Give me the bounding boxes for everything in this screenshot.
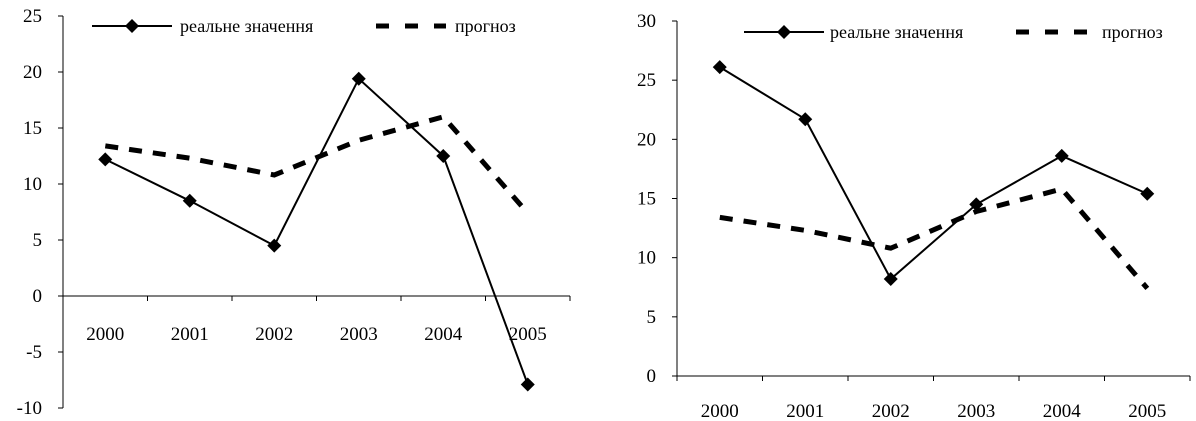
data-point-marker xyxy=(1140,186,1155,201)
x-tick-label: 2002 xyxy=(872,401,910,421)
data-point-marker xyxy=(1054,148,1069,163)
legend-label-real: реальне значення xyxy=(830,22,963,42)
y-tick-label: 15 xyxy=(23,118,42,139)
x-tick-label: 2004 xyxy=(424,324,463,345)
data-point-marker xyxy=(182,193,197,208)
y-tick-label: 20 xyxy=(23,62,42,83)
series-line-prognoz xyxy=(719,186,1150,291)
chart-right: 0 5 10 15 20 25 30 2000 2001 2002 2003 2004 2005 реал… xyxy=(637,11,1191,421)
data-point-marker xyxy=(351,71,366,86)
series-line-real xyxy=(719,66,1148,281)
legend-marker-real xyxy=(125,19,139,33)
x-tick-label: 2001 xyxy=(171,324,209,345)
data-point-marker xyxy=(969,197,984,212)
data-point-marker xyxy=(436,149,451,163)
y-tick-label: 5 xyxy=(33,230,43,251)
data-point-marker xyxy=(520,377,535,392)
legend-label-prognoz: прогноз xyxy=(1102,22,1163,42)
y-tick-label: 15 xyxy=(637,189,656,210)
y-tick-label: 25 xyxy=(637,70,656,91)
y-tick-label: 20 xyxy=(637,129,656,150)
legend-label-prognoz: прогноз xyxy=(455,16,516,36)
data-point-marker xyxy=(883,271,898,286)
y-tick-label: 0 xyxy=(647,366,657,387)
y-tick-label: -10 xyxy=(17,398,42,419)
data-point-marker xyxy=(267,238,282,253)
x-tick-label: 2000 xyxy=(86,324,124,345)
x-tick-label: 2003 xyxy=(957,401,995,421)
y-tick-label: 25 xyxy=(23,6,42,27)
x-tick-label: 2005 xyxy=(509,324,547,345)
y-tick-label: 0 xyxy=(33,286,43,307)
x-tick-label: 2003 xyxy=(340,324,378,345)
series-line-real xyxy=(104,77,529,385)
legend-marker-real xyxy=(777,25,791,39)
y-tick-label: -5 xyxy=(26,342,42,363)
series-line-prognoz xyxy=(104,113,530,215)
y-tick-label: 10 xyxy=(637,248,656,269)
x-tick-label: 2005 xyxy=(1128,401,1166,421)
legend-label-real: реальне значення xyxy=(180,16,313,36)
x-tick-label: 2002 xyxy=(255,324,293,345)
x-tick-label: 2001 xyxy=(786,401,824,421)
y-tick-label: 5 xyxy=(647,307,657,328)
data-point-marker xyxy=(98,152,113,167)
y-tick-label: 30 xyxy=(637,11,656,32)
y-tick-label: 10 xyxy=(23,174,42,195)
chart-left: -10 -5 0 5 10 15 20 25 2000 2001 2002 2003 2004 2005 р… xyxy=(17,6,571,419)
x-tick-label: 2004 xyxy=(1043,401,1082,421)
data-point-marker xyxy=(798,112,813,127)
data-point-marker xyxy=(712,60,727,75)
x-tick-label: 2000 xyxy=(701,401,739,421)
